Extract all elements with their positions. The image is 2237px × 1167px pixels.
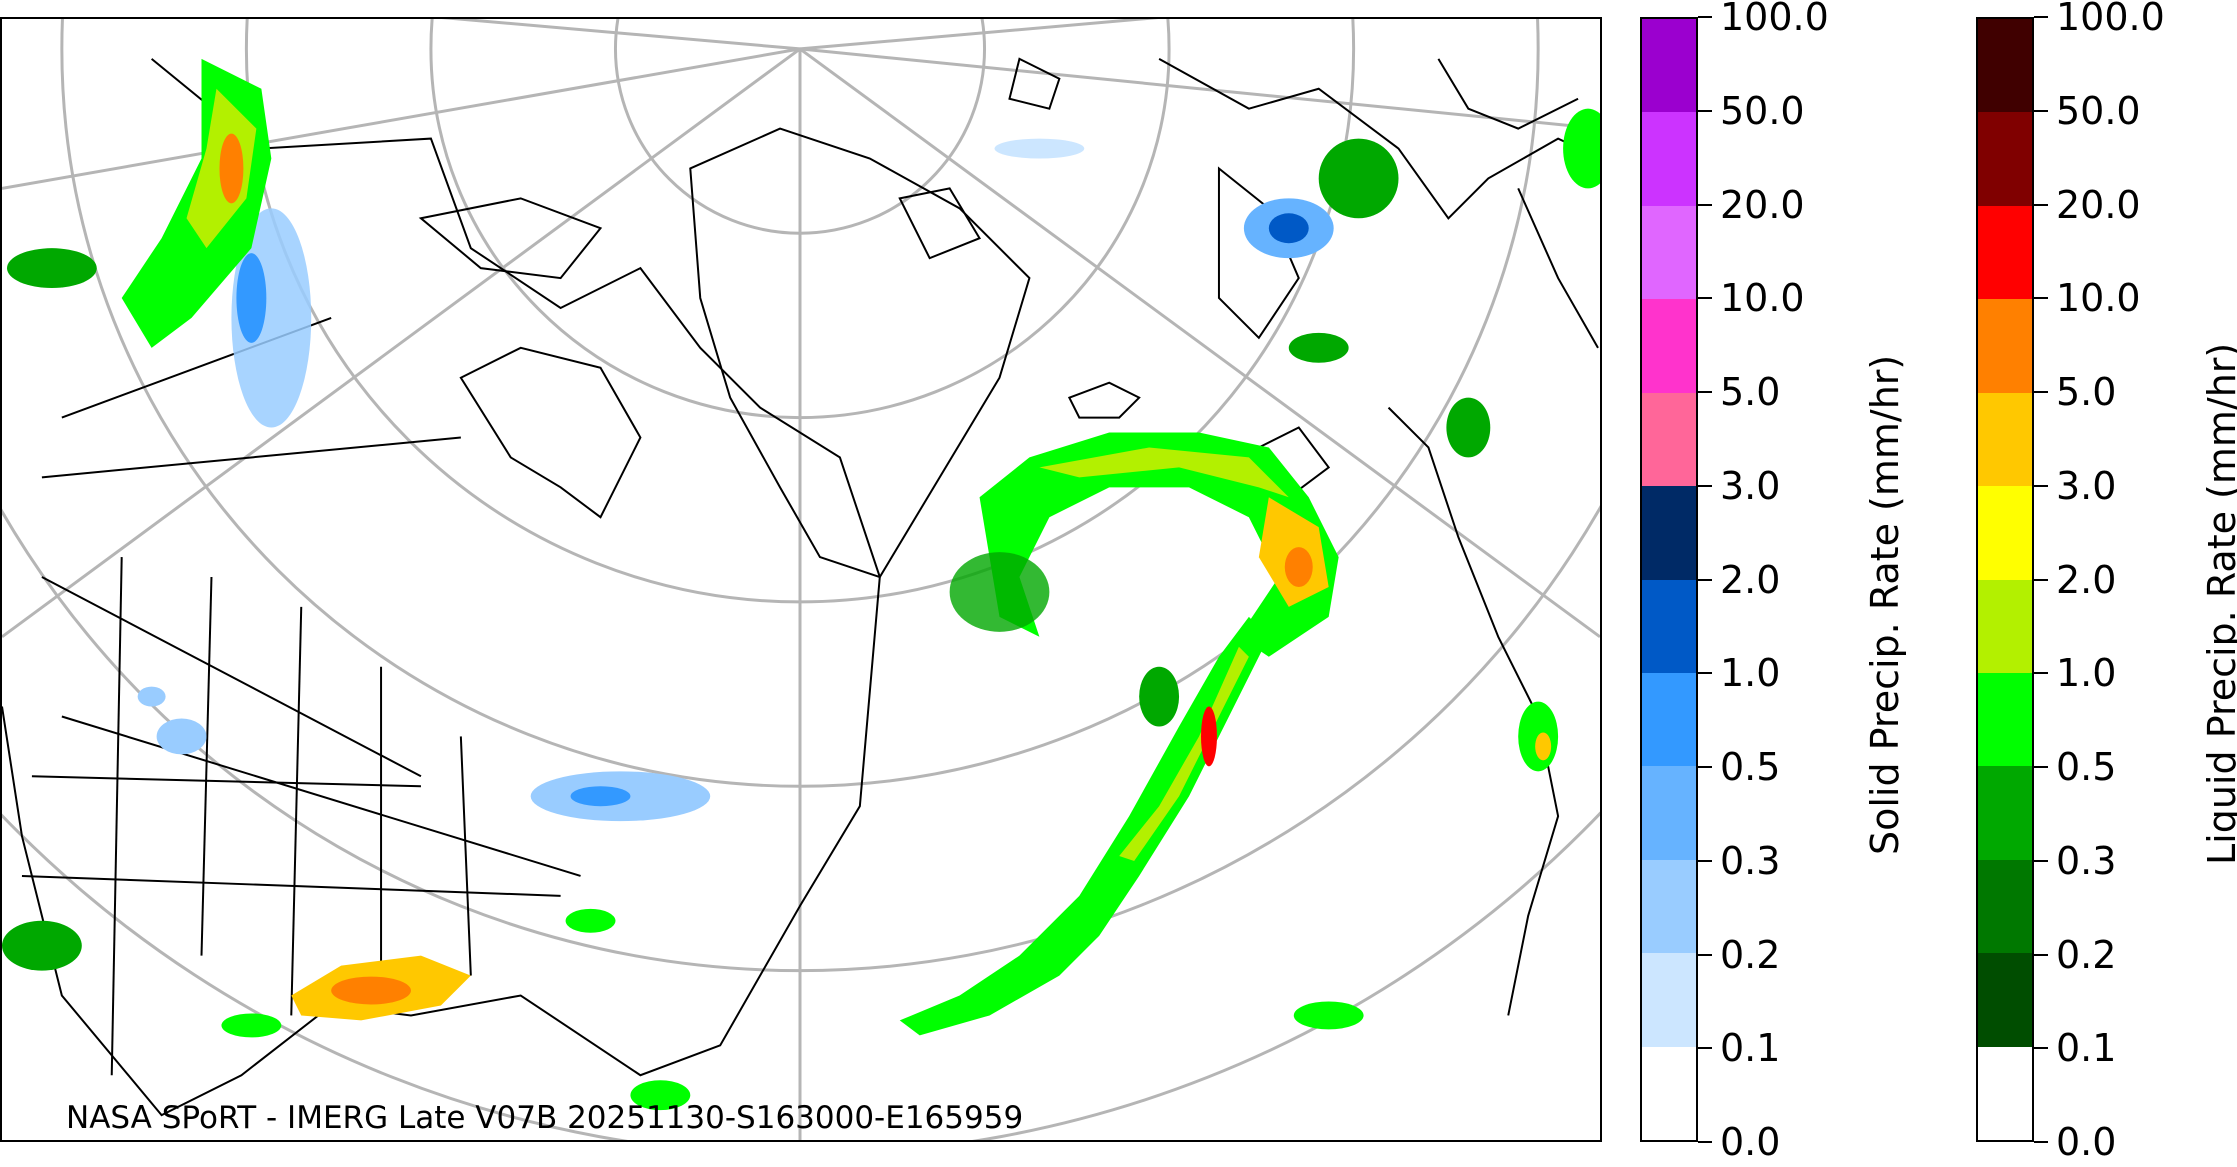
liquid_colorbar-segment bbox=[1978, 486, 2032, 580]
solid_colorbar-tick bbox=[1698, 578, 1712, 581]
liquid_colorbar-segment bbox=[1978, 392, 2032, 487]
solid-precip-colorbar bbox=[1640, 17, 1698, 1142]
liquid_colorbar-tick-label: 50.0 bbox=[2056, 88, 2141, 133]
liquid_colorbar-tick bbox=[2034, 16, 2048, 18]
solid_colorbar-segment bbox=[1642, 672, 1696, 767]
liquid_colorbar-segment bbox=[1978, 859, 2032, 954]
solid_colorbar-segment bbox=[1642, 205, 1696, 300]
map-canvas bbox=[2, 19, 1600, 1140]
solid-precip-areas bbox=[137, 138, 1334, 822]
liquid_colorbar-tick-label: 5.0 bbox=[2056, 370, 2117, 414]
liquid_colorbar-tick-label: 10.0 bbox=[2056, 276, 2141, 321]
liquid-colorbar-title: Liquid Precip. Rate (mm/hr) bbox=[2200, 342, 2237, 865]
solid_colorbar-tick-label: 1.0 bbox=[1720, 651, 1781, 696]
liquid_colorbar-tick bbox=[2034, 672, 2048, 675]
solid_colorbar-tick-label: 3.0 bbox=[1720, 463, 1781, 508]
liquid_colorbar-segment bbox=[1978, 953, 2032, 1047]
solid_colorbar-tick-label: 0.0 bbox=[1720, 1120, 1781, 1164]
solid_colorbar-segment bbox=[1642, 392, 1696, 487]
liquid_colorbar-tick bbox=[2034, 953, 2048, 956]
solid_colorbar-tick bbox=[1698, 16, 1712, 18]
solid_colorbar-segment bbox=[1642, 953, 1696, 1047]
map-credit: NASA SPoRT - IMERG Late V07B 20251130-S1… bbox=[66, 1100, 1024, 1136]
liquid_colorbar-tick-label: 1.0 bbox=[2056, 651, 2117, 696]
liquid_colorbar-tick bbox=[2034, 578, 2048, 581]
liquid_colorbar-tick-label: 0.1 bbox=[2056, 1026, 2117, 1071]
liquid_colorbar-tick bbox=[2034, 766, 2048, 768]
solid_colorbar-tick-label: 2.0 bbox=[1720, 557, 1781, 602]
liquid_colorbar-tick bbox=[2034, 109, 2048, 112]
solid_colorbar-tick-label: 20.0 bbox=[1720, 182, 1805, 227]
liquid_colorbar-tick bbox=[2034, 484, 2048, 487]
solid_colorbar-segment bbox=[1642, 486, 1696, 580]
liquid_colorbar-tick-label: 0.3 bbox=[2056, 838, 2117, 883]
solid_colorbar-tick-label: 100.0 bbox=[1720, 0, 1829, 39]
liquid_colorbar-tick-label: 100.0 bbox=[2056, 0, 2165, 39]
solid_colorbar-tick bbox=[1698, 391, 1712, 393]
liquid_colorbar-tick-label: 2.0 bbox=[2056, 557, 2117, 602]
solid_colorbar-tick bbox=[1698, 203, 1712, 206]
liquid_colorbar-tick-label: 0.2 bbox=[2056, 932, 2117, 977]
solid_colorbar-segment bbox=[1642, 579, 1696, 673]
solid_colorbar-tick bbox=[1698, 953, 1712, 956]
liquid_colorbar-tick-label: 0.5 bbox=[2056, 745, 2117, 789]
liquid_colorbar-segment bbox=[1978, 579, 2032, 673]
liquid_colorbar-tick-label: 20.0 bbox=[2056, 182, 2141, 227]
solid_colorbar-tick bbox=[1698, 672, 1712, 675]
solid_colorbar-tick-label: 5.0 bbox=[1720, 370, 1781, 414]
liquid_colorbar-tick-label: 3.0 bbox=[2056, 463, 2117, 508]
liquid_colorbar-tick bbox=[2034, 859, 2048, 862]
liquid_colorbar-tick-label: 0.0 bbox=[2056, 1120, 2117, 1164]
solid_colorbar-tick-label: 0.1 bbox=[1720, 1026, 1781, 1071]
precipitation-map: NASA SPoRT - IMERG Late V07B 20251130-S1… bbox=[0, 17, 1602, 1142]
solid_colorbar-segment bbox=[1642, 19, 1696, 113]
solid_colorbar-segment bbox=[1642, 299, 1696, 393]
solid_colorbar-segment bbox=[1642, 766, 1696, 860]
liquid_colorbar-tick bbox=[2034, 1047, 2048, 1050]
liquid-precip-colorbar bbox=[1976, 17, 2034, 1142]
solid_colorbar-tick bbox=[1698, 484, 1712, 487]
solid-colorbar-title: Solid Precip. Rate (mm/hr) bbox=[1863, 354, 1907, 855]
liquid_colorbar-tick bbox=[2034, 203, 2048, 206]
liquid_colorbar-segment bbox=[1978, 1046, 2032, 1141]
solid_colorbar-tick bbox=[1698, 297, 1712, 300]
solid_colorbar-tick-label: 0.2 bbox=[1720, 932, 1781, 977]
solid_colorbar-segment bbox=[1642, 112, 1696, 206]
liquid_colorbar-tick bbox=[2034, 391, 2048, 393]
liquid_colorbar-segment bbox=[1978, 205, 2032, 300]
liquid_colorbar-segment bbox=[1978, 19, 2032, 113]
solid_colorbar-tick bbox=[1698, 109, 1712, 112]
solid_colorbar-segment bbox=[1642, 859, 1696, 954]
liquid_colorbar-tick bbox=[2034, 297, 2048, 300]
solid_colorbar-tick bbox=[1698, 859, 1712, 862]
liquid_colorbar-segment bbox=[1978, 672, 2032, 767]
solid_colorbar-tick bbox=[1698, 1141, 1712, 1143]
liquid_colorbar-segment bbox=[1978, 112, 2032, 206]
solid_colorbar-tick-label: 10.0 bbox=[1720, 276, 1805, 321]
graticule bbox=[2, 19, 1600, 1140]
liquid_colorbar-segment bbox=[1978, 299, 2032, 393]
liquid-precip-areas bbox=[2, 58, 1600, 1111]
solid_colorbar-tick-label: 0.3 bbox=[1720, 838, 1781, 883]
solid_colorbar-tick bbox=[1698, 766, 1712, 768]
solid_colorbar-segment bbox=[1642, 1046, 1696, 1141]
liquid_colorbar-segment bbox=[1978, 766, 2032, 860]
solid_colorbar-tick-label: 50.0 bbox=[1720, 88, 1805, 133]
liquid_colorbar-tick bbox=[2034, 1141, 2048, 1143]
solid_colorbar-tick bbox=[1698, 1047, 1712, 1050]
solid_colorbar-tick-label: 0.5 bbox=[1720, 745, 1781, 789]
